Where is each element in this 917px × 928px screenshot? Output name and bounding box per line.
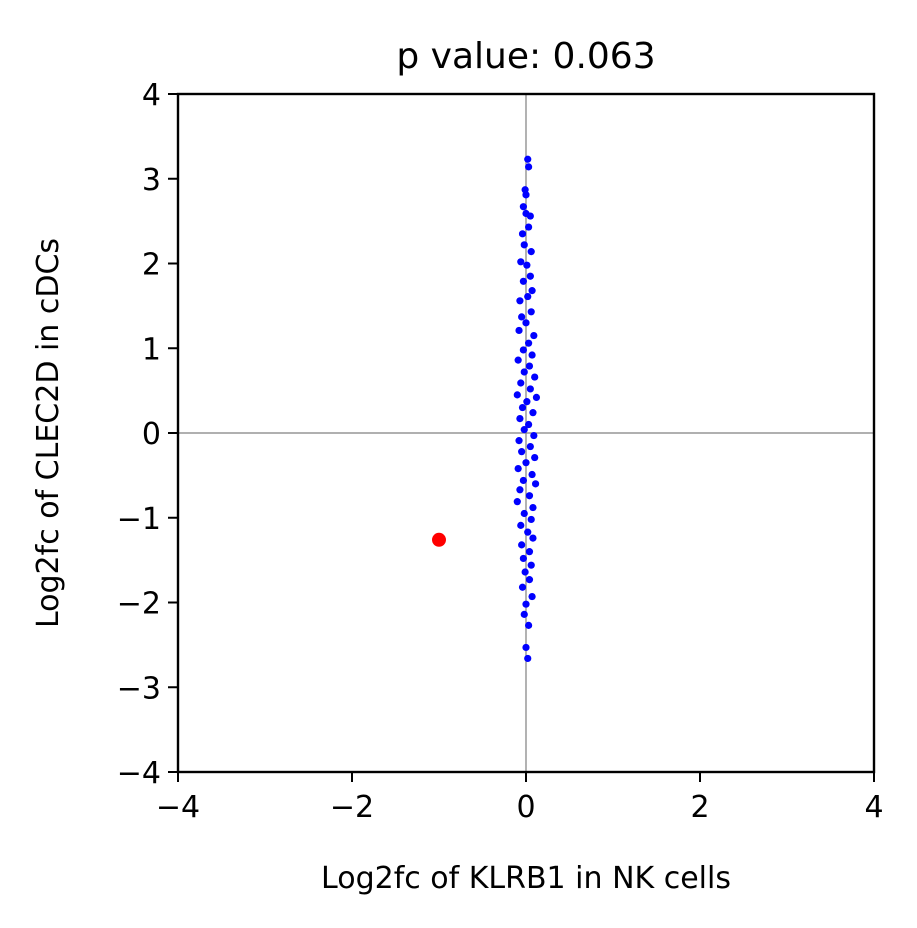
data-point bbox=[523, 398, 531, 406]
y-axis: −4 −3 −2 −1 0 1 2 3 4 bbox=[117, 78, 178, 791]
y-tick-label: 2 bbox=[142, 248, 161, 283]
data-point bbox=[524, 654, 532, 663]
data-point bbox=[524, 528, 532, 536]
data-point bbox=[520, 610, 528, 618]
y-tick-label: −1 bbox=[117, 502, 161, 537]
data-point bbox=[531, 373, 539, 381]
y-tick-label: −3 bbox=[117, 671, 161, 706]
data-point bbox=[523, 261, 531, 269]
data-point bbox=[528, 351, 536, 359]
data-point bbox=[518, 230, 527, 238]
data-point bbox=[520, 241, 528, 249]
x-axis-label: Log2fc of KLRB1 in NK cells bbox=[321, 861, 731, 896]
data-point bbox=[525, 576, 534, 584]
data-point bbox=[518, 583, 527, 591]
data-point bbox=[516, 414, 524, 423]
data-point bbox=[529, 503, 537, 512]
data-point bbox=[525, 362, 534, 370]
data-point bbox=[520, 509, 528, 518]
data-point bbox=[530, 431, 538, 440]
data-point bbox=[531, 453, 539, 462]
x-tick-label: −4 bbox=[156, 790, 200, 825]
data-point bbox=[519, 277, 527, 285]
data-point bbox=[522, 459, 530, 467]
data-point bbox=[524, 155, 532, 163]
data-point bbox=[515, 326, 523, 335]
data-point bbox=[527, 308, 535, 316]
data-point bbox=[522, 191, 530, 199]
data-point bbox=[521, 568, 529, 576]
y-tick-label: 4 bbox=[142, 78, 161, 113]
data-point bbox=[517, 521, 525, 529]
data-point bbox=[516, 297, 524, 305]
data-point bbox=[518, 448, 526, 456]
data-point bbox=[520, 368, 528, 376]
data-point bbox=[517, 258, 525, 266]
y-tick-label: 1 bbox=[142, 332, 161, 367]
y-axis-label: Log2fc of CLEC2D in cDCs bbox=[31, 238, 66, 628]
x-tick-label: −2 bbox=[330, 790, 374, 825]
data-point bbox=[528, 470, 536, 479]
data-point bbox=[525, 163, 533, 171]
data-point bbox=[514, 464, 522, 473]
data-point bbox=[519, 346, 527, 354]
data-point bbox=[526, 442, 534, 451]
data-point bbox=[525, 339, 533, 347]
data-point bbox=[522, 319, 530, 327]
x-tick-label: 0 bbox=[516, 790, 535, 825]
data-point bbox=[531, 480, 540, 488]
data-point bbox=[518, 403, 527, 412]
y-tick-label: −4 bbox=[117, 756, 161, 791]
data-point bbox=[519, 476, 527, 485]
data-point bbox=[515, 437, 523, 445]
plot-area bbox=[178, 94, 874, 772]
y-tick-label: −2 bbox=[117, 587, 161, 622]
data-point bbox=[522, 643, 530, 652]
data-point bbox=[529, 409, 537, 417]
data-point bbox=[522, 209, 530, 218]
data-point bbox=[530, 331, 538, 340]
y-tick-label: 3 bbox=[142, 163, 161, 198]
data-point bbox=[525, 492, 534, 500]
data-point bbox=[518, 313, 526, 321]
data-point bbox=[525, 420, 533, 429]
data-point bbox=[532, 393, 541, 402]
data-point bbox=[527, 248, 535, 256]
data-point bbox=[525, 548, 534, 556]
data-point bbox=[522, 600, 530, 608]
data-point bbox=[528, 592, 536, 601]
data-point bbox=[516, 486, 524, 494]
data-point bbox=[525, 621, 533, 629]
data-point bbox=[518, 541, 526, 549]
data-point bbox=[529, 534, 537, 542]
data-point bbox=[526, 385, 534, 393]
y-tick-label: 0 bbox=[142, 417, 161, 452]
data-point bbox=[513, 498, 521, 506]
data-point bbox=[519, 203, 527, 211]
data-point bbox=[528, 287, 536, 295]
data-point bbox=[527, 515, 535, 524]
data-point bbox=[513, 391, 521, 399]
data-point bbox=[527, 561, 535, 569]
data-point bbox=[514, 356, 522, 364]
x-tick-label: 4 bbox=[864, 790, 883, 825]
data-point bbox=[517, 379, 525, 387]
chart-title: p value: 0.063 bbox=[396, 36, 655, 77]
data-point bbox=[432, 532, 446, 547]
data-point bbox=[519, 554, 527, 563]
data-point bbox=[526, 272, 534, 280]
data-point bbox=[520, 426, 528, 434]
x-tick-label: 2 bbox=[690, 790, 709, 825]
data-point bbox=[525, 223, 533, 231]
data-point bbox=[524, 292, 532, 301]
x-axis: −4 −2 0 2 4 bbox=[156, 772, 884, 825]
